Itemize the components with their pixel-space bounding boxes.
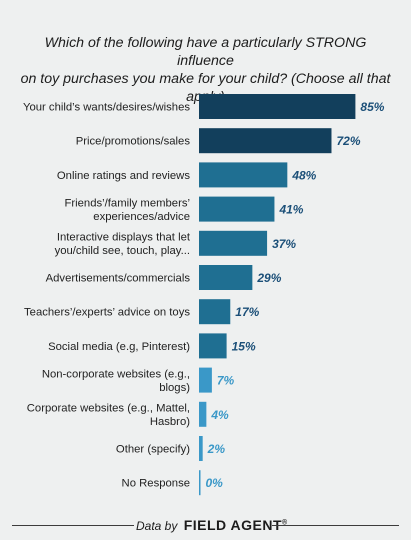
category-label-line: blogs) — [159, 382, 190, 394]
bar — [199, 128, 332, 154]
category-label-line: Teachers’/experts’ advice on toys — [24, 307, 190, 319]
bar — [199, 299, 231, 325]
category-label: Corporate websites (e.g., Mattel, Hasbro) — [27, 403, 190, 429]
category-label-line: Online ratings and reviews — [57, 170, 190, 182]
bar — [199, 230, 268, 256]
bar — [199, 162, 288, 188]
data-label: 37% — [272, 237, 296, 251]
bar — [199, 367, 212, 393]
category-label: Non-corporate websites (e.g., blogs) — [42, 368, 190, 394]
category-label: Teachers’/experts’ advice on toys — [24, 307, 190, 319]
category-label: Online ratings and reviews — [57, 170, 190, 182]
brand-name: FIELD AGENT — [183, 517, 283, 533]
footer-data-by: Data by — [136, 519, 178, 533]
bar — [199, 94, 356, 119]
category-label: Social media (e.g, Pinterest) — [48, 341, 190, 353]
data-label: 41% — [278, 203, 303, 217]
data-label: 85% — [360, 100, 384, 114]
chart-title-line-1: Which of the following have a particular… — [44, 35, 367, 69]
footer-credit: Data by FIELD AGENT® — [136, 517, 287, 533]
data-label: 17% — [235, 305, 259, 319]
data-label: 48% — [291, 168, 316, 182]
category-label: No Response — [122, 478, 190, 490]
category-label-line: No Response — [122, 478, 190, 490]
category-label-line: Your child’s wants/desires/wishes — [23, 102, 190, 114]
category-label: Advertisements/commercials — [46, 273, 191, 285]
category-label: Friends’/family members’ experiences/advi… — [64, 197, 190, 223]
category-label-line: Interactive displays that let — [57, 232, 191, 244]
data-label: 15% — [232, 339, 256, 353]
bar — [199, 265, 253, 290]
category-label: Interactive displays that let you/child s… — [55, 232, 191, 257]
bar — [199, 196, 275, 222]
data-label: 2% — [207, 442, 226, 456]
category-label-line: Corporate websites (e.g., Mattel, — [27, 403, 190, 415]
category-label-line: Hasbro) — [150, 416, 190, 428]
category-label-line: Price/promotions/sales — [76, 136, 191, 148]
category-label-line: experiences/advice — [93, 211, 190, 223]
brand-registered-mark: ® — [282, 519, 288, 527]
data-label: 72% — [336, 134, 360, 148]
category-label-line: Social media (e.g, Pinterest) — [48, 341, 190, 353]
category-label-line: Advertisements/commercials — [46, 273, 191, 285]
data-label: 4% — [210, 408, 229, 422]
bar — [199, 401, 207, 427]
brand-logo: FIELD AGENT® — [184, 517, 288, 533]
category-label-line: Other (specify) — [116, 444, 190, 456]
bar — [199, 333, 227, 359]
data-label: 7% — [217, 374, 235, 388]
category-label: Price/promotions/sales — [76, 136, 191, 148]
category-label: Other (specify) — [116, 444, 190, 456]
data-label: 29% — [256, 271, 281, 285]
footer-divider-left — [12, 525, 134, 526]
category-label: Your child’s wants/desires/wishes — [23, 102, 190, 114]
category-label-line: Non-corporate websites (e.g., — [42, 368, 190, 380]
bar — [199, 470, 201, 496]
bar — [199, 436, 203, 461]
footer-divider-right — [272, 525, 399, 526]
category-label-line: Friends’/family members’ — [64, 197, 190, 209]
category-label-line: you/child see, touch, play... — [55, 245, 190, 257]
data-label: 0% — [206, 476, 224, 490]
footer: Data by FIELD AGENT® — [0, 515, 411, 535]
bar-chart: 85% Your child’s wants/desires/wishes 72% P… — [23, 94, 385, 496]
